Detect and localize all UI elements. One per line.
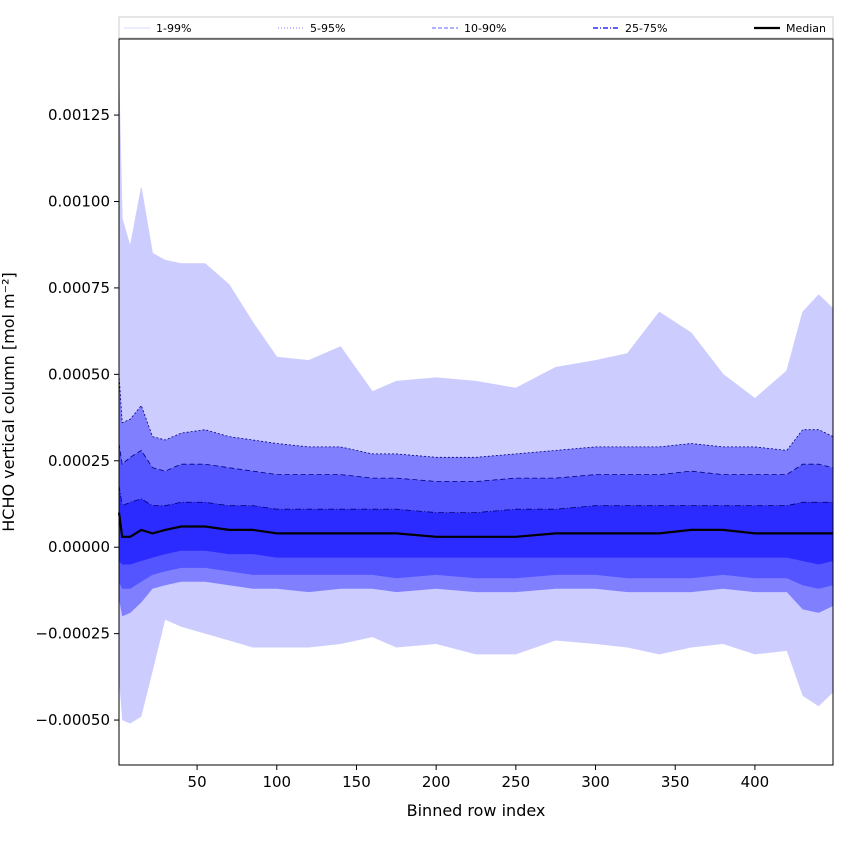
- band-10-90-upper-line: [118, 443, 834, 482]
- band-edge-layer: [118, 80, 834, 513]
- y-tick-label: −0.00050: [35, 711, 110, 729]
- y-tick-label: 0.00050: [48, 365, 110, 383]
- y-tick-label: 0.00025: [48, 452, 110, 470]
- band-1-99-upper-line: [118, 80, 834, 400]
- x-tick-label: 400: [741, 773, 770, 791]
- x-axis: 50 100 150 200 250 300 350 400: [188, 765, 770, 791]
- legend-label: 5-95%: [310, 22, 345, 35]
- median-layer: [117, 512, 833, 538]
- y-tick-label: −0.00025: [35, 625, 110, 643]
- x-tick-label: 50: [188, 773, 207, 791]
- band-25-75-upper-line: [118, 484, 833, 513]
- band-25-75-area: [119, 485, 833, 565]
- y-axis: −0.00050 −0.00025 0.00000 0.00025 0.00050 0.0…: [35, 106, 119, 729]
- x-tick-label: 150: [342, 773, 371, 791]
- y-tick-label: 0.00125: [48, 106, 110, 124]
- y-tick-label: 0.00075: [48, 279, 110, 297]
- x-tick-label: 100: [262, 773, 291, 791]
- median-line: [117, 512, 833, 538]
- x-tick-label: 200: [422, 773, 451, 791]
- legend: 1-99% 5-95% 10-90% 25-75% Median: [118, 16, 834, 39]
- y-tick-label: 0.00100: [48, 192, 110, 210]
- band-5-95-upper-line: [118, 374, 834, 458]
- legend-frame: [118, 16, 834, 39]
- x-axis-label: Binned row index: [407, 801, 546, 820]
- x-tick-label: 300: [581, 773, 610, 791]
- band-layer: [119, 80, 833, 724]
- legend-label: Median: [786, 22, 826, 35]
- legend-label: 10-90%: [464, 22, 506, 35]
- plot-frame: [118, 38, 834, 766]
- x-tick-label: 250: [502, 773, 531, 791]
- legend-label: 1-99%: [156, 22, 191, 35]
- legend-label: 25-75%: [625, 22, 667, 35]
- y-axis-label: HCHO vertical column [mol m⁻²]: [0, 272, 18, 531]
- y-tick-label: 0.00000: [48, 538, 110, 556]
- x-tick-label: 350: [661, 773, 690, 791]
